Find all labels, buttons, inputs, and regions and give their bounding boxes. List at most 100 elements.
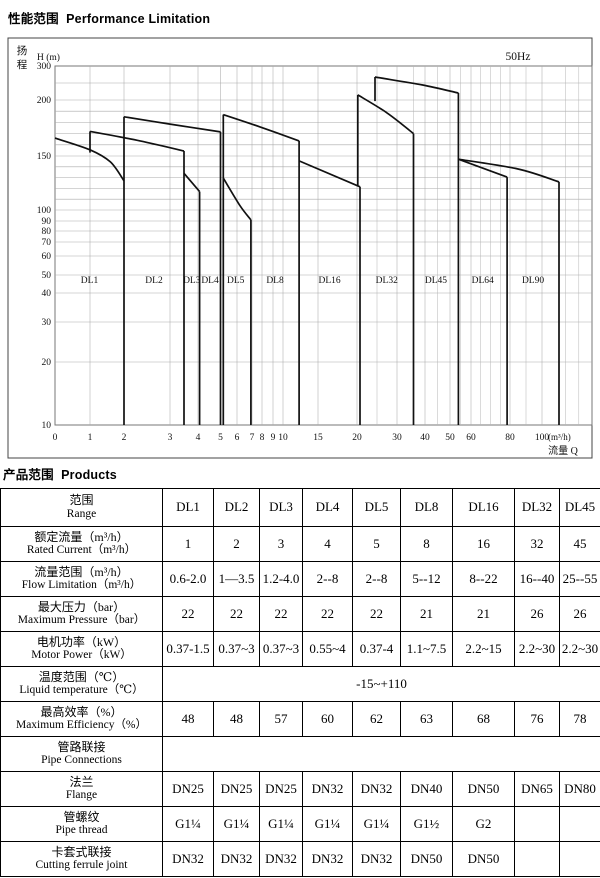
cell-pipe_thread-dl2: G1¼	[213, 806, 260, 842]
row-label-motor_power: 电机功率（kW） Motor Power（kW）	[0, 631, 163, 667]
cell-rated_flow-dl32: 32	[514, 526, 560, 562]
x-tick-label: 9	[271, 433, 276, 443]
row-label-pipe_thread: 管螺纹 Pipe thread	[0, 806, 163, 842]
x-tick-label: 100	[535, 433, 550, 443]
cell-max_efficiency-dl4: 60	[302, 701, 353, 737]
cell-max_efficiency-dl5: 62	[352, 701, 401, 737]
column-header-dl16: DL16	[452, 488, 515, 527]
table-row-flow_range: 流量范围（m³/h） Flow Limitation（m³/h） 0.6-2.0 1—…	[0, 561, 600, 597]
table-row-pipe_connections: 管路联接 Pipe Connections	[0, 736, 600, 772]
cell-motor_power-dl5: 0.37-4	[352, 631, 401, 667]
y-tick-label: 200	[37, 96, 52, 106]
y-tick-label: 20	[42, 358, 52, 368]
row-label-en: Rated Current（m³/h）	[26, 544, 137, 557]
cell-flange-dl2: DN25	[213, 771, 260, 807]
row-label-en: Flow Limitation（m³/h）	[21, 579, 142, 592]
y-tick-label: 30	[42, 318, 52, 328]
cell-pipe_thread-dl45	[559, 806, 600, 842]
model-region-label-dl90: DL90	[522, 276, 544, 286]
cell-ferrule-dl1: DN32	[162, 841, 214, 877]
row-label-en: Range	[66, 507, 97, 520]
row-label-en: Cutting ferrule joint	[35, 859, 128, 872]
dl90-top-line	[458, 158, 560, 183]
cell-max_pressure-dl5: 22	[352, 596, 401, 632]
row-label-max_efficiency: 最高效率（%） Maximum Efficiency（%）	[0, 701, 163, 737]
table-body: 范围 Range DL1 DL2 DL3 DL4 DL5 DL8 DL16 DL32 DL45 额定流…	[0, 488, 600, 877]
y-axis-unit: H (m)	[37, 52, 60, 63]
table-row-flange: 法兰 Flange DN25 DN25 DN25 DN32 DN32 DN40 DN50 DN65…	[0, 771, 600, 807]
column-header-dl2: DL2	[213, 488, 260, 527]
model-region-label-dl5: DL5	[227, 276, 245, 286]
cell-rated_flow-dl4: 4	[302, 526, 353, 562]
x-tick-label: 2	[122, 433, 127, 443]
cell-max_pressure-dl32: 26	[514, 596, 560, 632]
cell-rated_flow-dl5: 5	[352, 526, 401, 562]
cell-flange-dl45: DN80	[559, 771, 600, 807]
column-header-dl32: DL32	[514, 488, 560, 527]
row-label-max_pressure: 最大压力（bar） Maximum Pressure（bar）	[0, 596, 163, 632]
y-tick-label: 50	[42, 271, 52, 281]
row-label-cn: 管路联接	[57, 739, 106, 754]
cell-pipe_thread-dl5: G1¼	[352, 806, 401, 842]
dl5-knee-line	[222, 177, 252, 221]
cell-max_pressure-dl2: 22	[213, 596, 260, 632]
y-axis-title-cn: 程	[17, 59, 28, 71]
y-tick-label: 40	[42, 289, 52, 299]
cell-rated_flow-dl3: 3	[259, 526, 303, 562]
cell-flange-dl3: DN25	[259, 771, 303, 807]
x-tick-label: 7	[250, 433, 255, 443]
dl2-top-curve	[89, 130, 185, 152]
cell-pipe_thread-dl32	[514, 806, 560, 842]
row-label-pipe_connections: 管路联接 Pipe Connections	[0, 736, 163, 772]
cell-pipe_thread-dl8: G1½	[400, 806, 453, 842]
cell-pipe_connections-merged	[162, 736, 600, 772]
cell-max_efficiency-dl1: 48	[162, 701, 214, 737]
model-region-label-dl64: DL64	[472, 276, 494, 286]
cell-flange-dl32: DN65	[514, 771, 560, 807]
dl2-knee-line	[183, 172, 201, 193]
cell-flow_range-dl1: 0.6-2.0	[162, 561, 214, 597]
cell-flow_range-dl32: 16--40	[514, 561, 560, 597]
cell-flow_range-dl4: 2--8	[302, 561, 353, 597]
cell-pipe_thread-dl1: G1¼	[162, 806, 214, 842]
row-label-en: Pipe Connections	[41, 754, 122, 767]
cell-max_pressure-dl4: 22	[302, 596, 353, 632]
mid-envelope-top-curve	[123, 115, 221, 133]
cell-motor_power-dl8: 1.1~7.5	[400, 631, 453, 667]
column-header-dl8: DL8	[400, 488, 453, 527]
row-label-cn: 额定流量（m³/h）	[34, 529, 129, 544]
row-label-range: 范围 Range	[0, 488, 163, 527]
y-tick-label: 70	[42, 238, 52, 248]
y-tick-label: 300	[37, 62, 52, 72]
cell-max_efficiency-dl45: 78	[559, 701, 600, 737]
table-row-max_pressure: 最大压力（bar） Maximum Pressure（bar） 22 22 22 22 22…	[0, 596, 600, 632]
cell-max_pressure-dl16: 21	[452, 596, 515, 632]
x-tick-label: 15	[313, 433, 323, 443]
table-row-max_efficiency: 最高效率（%） Maximum Efficiency（%） 48 48 57 60 62 63…	[0, 701, 600, 737]
cell-flange-dl5: DN32	[352, 771, 401, 807]
row-label-rated_flow: 额定流量（m³/h） Rated Current（m³/h）	[0, 526, 163, 562]
cell-flow_range-dl45: 25--55	[559, 561, 600, 597]
cell-rated_flow-dl8: 8	[400, 526, 453, 562]
cell-ferrule-dl4: DN32	[302, 841, 353, 877]
cell-flow_range-dl2: 1—3.5	[213, 561, 260, 597]
x-tick-label: 10	[278, 433, 288, 443]
cell-ferrule-dl16: DN50	[452, 841, 515, 877]
y-tick-label: 10	[42, 421, 52, 431]
model-region-label-dl1: DL1	[81, 276, 99, 286]
cell-max_pressure-dl8: 21	[400, 596, 453, 632]
cell-max_pressure-dl45: 26	[559, 596, 600, 632]
cell-pipe_thread-dl3: G1¼	[259, 806, 303, 842]
row-label-en: Maximum Pressure（bar）	[17, 614, 146, 627]
column-header-dl3: DL3	[259, 488, 303, 527]
x-tick-label: 80	[505, 433, 515, 443]
y-tick-label: 100	[37, 206, 52, 216]
x-tick-label: 60	[466, 433, 476, 443]
row-label-cn: 电机功率（kW）	[36, 634, 127, 649]
row-label-cn: 温度范围（℃）	[38, 669, 125, 684]
row-label-cn: 范围	[69, 493, 94, 508]
frequency-label: 50Hz	[506, 51, 531, 63]
row-label-en: Maximum Efficiency（%）	[15, 719, 148, 732]
x-tick-label: 3	[168, 433, 173, 443]
